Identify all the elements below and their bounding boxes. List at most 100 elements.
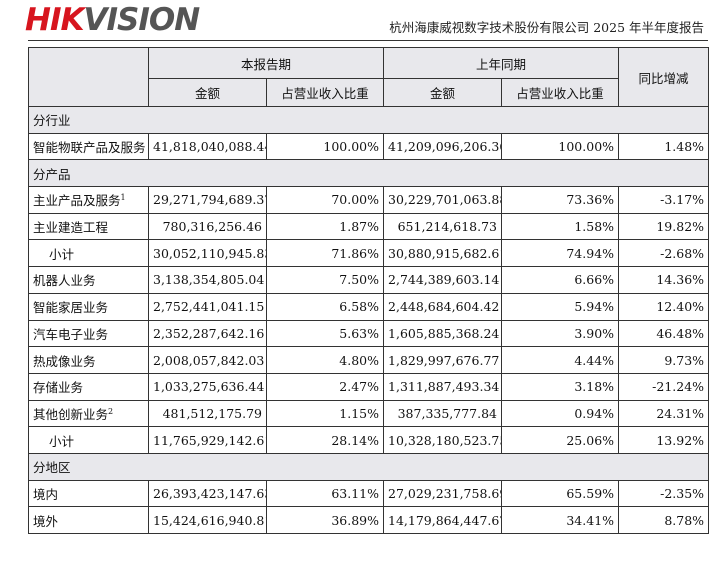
current-amount-cell: 30,052,110,945.83 xyxy=(148,239,267,268)
current-amount-cell: 11,765,929,142.61 xyxy=(148,426,267,454)
prior-amount-cell: 30,229,701,063.88 xyxy=(383,186,503,214)
prior-amount-cell: 1,311,887,493.34 xyxy=(383,372,503,401)
section-title: 分产品 xyxy=(27,159,710,188)
header-prior-amount: 金额 xyxy=(383,78,503,107)
current-amount-cell: 2,352,287,642.16 xyxy=(148,319,267,348)
section-row: 分地区 xyxy=(27,452,710,481)
row-label: 存储业务 xyxy=(28,372,149,401)
row-label-text: 境内 xyxy=(33,486,59,502)
row-label-text: 智能家居业务 xyxy=(33,300,109,316)
page-header: HIKVISION 杭州海康威视数字技术股份有限公司 2025 年半年度报告 xyxy=(0,0,720,44)
prior-amount-cell: 14,179,864,447.67 xyxy=(383,506,503,534)
prior-share-cell: 5.94% xyxy=(501,292,620,321)
table-subheader-row: 金额 占营业收入比重 金额 占营业收入比重 xyxy=(29,78,709,107)
row-label: 其他创新业务2 xyxy=(28,399,149,428)
current-share-cell: 28.14% xyxy=(265,426,385,454)
prior-amount-cell: 1,829,997,676.77 xyxy=(383,346,503,374)
table-row: 智能物联产品及服务 41,818,040,088.44 100.00% 41,209,… xyxy=(28,132,710,161)
yoy-change-cell: 46.48% xyxy=(618,319,710,348)
yoy-change-cell: 9.73% xyxy=(618,346,710,374)
prior-share-cell: 3.18% xyxy=(501,372,620,401)
yoy-change-cell: 12.40% xyxy=(618,292,710,321)
yoy-change-cell: 1.48% xyxy=(618,132,710,161)
header-current-period: 本报告期 xyxy=(147,47,385,79)
current-amount-cell: 26,393,423,147.63 xyxy=(148,479,267,508)
current-share-cell: 4.80% xyxy=(265,346,385,374)
current-share-cell: 6.58% xyxy=(265,292,385,321)
row-label-text: 小计 xyxy=(49,433,75,449)
row-label: 汽车电子业务 xyxy=(28,319,149,348)
row-label: 主业产品及服务1 xyxy=(28,186,149,214)
current-share-cell: 36.89% xyxy=(265,506,385,534)
prior-share-cell: 6.66% xyxy=(501,266,620,294)
yoy-change-cell: 19.82% xyxy=(618,212,710,241)
table-row: 存储业务 1,033,275,636.44 2.47% 1,311,887,493.3… xyxy=(28,372,710,401)
current-amount-cell: 3,138,354,805.04 xyxy=(148,266,267,294)
current-share-cell: 1.87% xyxy=(265,212,385,241)
table-row: 境内 26,393,423,147.63 63.11% 27,029,231,758.… xyxy=(28,479,710,508)
section-row: 分行业 xyxy=(27,106,710,134)
current-share-cell: 5.63% xyxy=(265,319,385,348)
yoy-change-cell: -2.68% xyxy=(618,239,710,268)
prior-share-cell: 65.59% xyxy=(501,479,620,508)
row-label: 机器人业务 xyxy=(28,266,149,294)
prior-amount-cell: 651,214,618.73 xyxy=(383,212,503,241)
row-label-text: 存储业务 xyxy=(33,380,84,396)
yoy-change-cell: 24.31% xyxy=(618,399,710,428)
table-row: 主业产品及服务1 29,271,794,689.37 70.00% 30,229,70… xyxy=(28,186,710,214)
yoy-change-cell: 13.92% xyxy=(618,426,710,454)
logo-part-hik: HIK xyxy=(25,2,85,38)
section-title: 分地区 xyxy=(27,452,710,481)
row-label: 小计 xyxy=(28,426,149,454)
yoy-change-cell: -3.17% xyxy=(618,186,710,214)
header-yoy: 同比增减 xyxy=(618,47,710,107)
row-label-text: 智能物联产品及服务 xyxy=(33,140,146,156)
table-row: 汽车电子业务 2,352,287,642.16 5.63% 1,605,885,368… xyxy=(28,319,710,348)
hikvision-logo: HIKVISION xyxy=(25,2,200,38)
header-blank-cell xyxy=(28,47,149,107)
yoy-change-cell: -21.24% xyxy=(618,372,710,401)
header-current-share: 占营业收入比重 xyxy=(265,78,385,107)
row-label-text: 主业产品及服务 xyxy=(33,193,121,209)
table-row: 机器人业务 3,138,354,805.04 7.50% 2,744,389,603.… xyxy=(28,266,710,294)
current-share-cell: 71.86% xyxy=(265,239,385,268)
yoy-change-cell: 8.78% xyxy=(618,506,710,534)
prior-amount-cell: 387,335,777.84 xyxy=(383,399,503,428)
prior-amount-cell: 2,744,389,603.14 xyxy=(383,266,503,294)
prior-share-cell: 74.94% xyxy=(501,239,620,268)
row-label: 境外 xyxy=(28,506,149,534)
table-row: 其他创新业务2 481,512,175.79 1.15% 387,335,777.84… xyxy=(28,399,710,428)
prior-share-cell: 4.44% xyxy=(501,346,620,374)
row-label-text: 境外 xyxy=(33,513,59,529)
current-amount-cell: 780,316,256.46 xyxy=(148,212,267,241)
header-prior-period: 上年同期 xyxy=(383,47,620,79)
current-share-cell: 2.47% xyxy=(265,372,385,401)
current-share-cell: 7.50% xyxy=(265,266,385,294)
row-label: 智能家居业务 xyxy=(28,292,149,321)
prior-amount-cell: 10,328,180,523.75 xyxy=(383,426,503,454)
prior-amount-cell: 1,605,885,368.24 xyxy=(383,319,503,348)
row-label-text: 热成像业务 xyxy=(33,353,96,369)
header-current-amount: 金额 xyxy=(148,78,267,107)
row-label-text: 主业建造工程 xyxy=(33,220,109,236)
row-label: 热成像业务 xyxy=(28,346,149,374)
current-amount-cell: 2,008,057,842.03 xyxy=(148,346,267,374)
current-amount-cell: 41,818,040,088.44 xyxy=(148,132,267,161)
current-amount-cell: 29,271,794,689.37 xyxy=(148,186,267,214)
row-label-text: 汽车电子业务 xyxy=(33,326,109,342)
prior-share-cell: 3.90% xyxy=(501,319,620,348)
row-label: 小计 xyxy=(28,239,149,268)
table-row: 境外 15,424,616,940.81 36.89% 14,179,864,447.… xyxy=(28,506,710,534)
yoy-change-cell: -2.35% xyxy=(618,479,710,508)
table-row: 热成像业务 2,008,057,842.03 4.80% 1,829,997,676.… xyxy=(28,346,710,374)
row-label-text: 小计 xyxy=(49,246,75,262)
prior-share-cell: 1.58% xyxy=(501,212,620,241)
row-label: 主业建造工程 xyxy=(28,212,149,241)
row-label-text: 其他创新业务 xyxy=(33,406,109,422)
footnote-marker: 2 xyxy=(108,406,114,416)
section-title: 分行业 xyxy=(27,106,710,134)
prior-share-cell: 73.36% xyxy=(501,186,620,214)
subtotal-row: 小计 30,052,110,945.83 71.86% 30,880,915,682.… xyxy=(28,239,710,268)
current-amount-cell: 2,752,441,041.15 xyxy=(148,292,267,321)
